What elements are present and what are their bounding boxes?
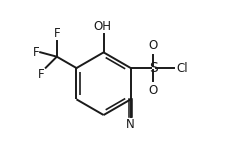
Text: O: O — [148, 39, 157, 52]
Text: Cl: Cl — [176, 61, 187, 75]
Text: F: F — [33, 46, 39, 59]
Text: N: N — [126, 118, 135, 131]
Text: F: F — [53, 27, 60, 40]
Text: OH: OH — [93, 20, 111, 33]
Text: F: F — [38, 68, 45, 81]
Text: S: S — [148, 61, 157, 75]
Text: O: O — [148, 84, 157, 97]
